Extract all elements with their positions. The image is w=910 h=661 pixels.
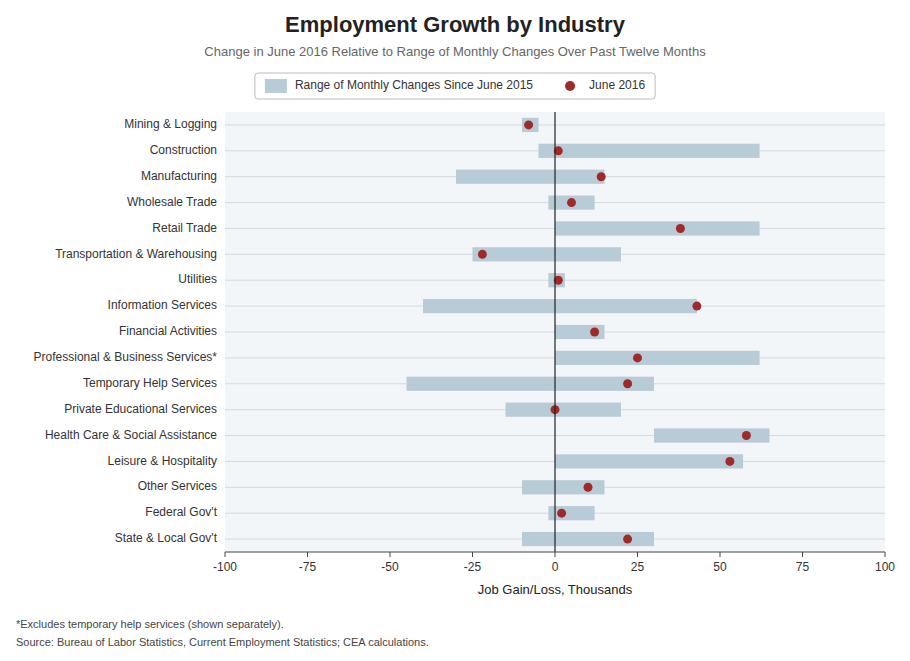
category-label: Transportation & Warehousing [55,247,217,261]
range-bar [522,480,605,494]
category-label: Information Services [108,298,217,312]
category-label: Utilities [178,272,217,286]
category-label: Other Services [138,479,217,493]
tick-label: -100 [213,560,237,574]
dot [557,509,566,518]
dot [524,120,533,129]
tick [307,552,308,557]
category-label: Federal Gov't [145,505,217,519]
tick-label: -75 [299,560,317,574]
category-label: Wholesale Trade [127,195,217,209]
tick [472,552,473,557]
legend-item: Range of Monthly Changes Since June 2015 [265,78,533,93]
category-label: Retail Trade [152,221,217,235]
legend-swatch [565,81,575,91]
range-bar [555,325,605,339]
range-bar [522,118,539,132]
range-bar [423,299,697,313]
tick-label: 0 [552,560,559,574]
tick [555,552,556,557]
subtitle: Change in June 2016 Relative to Range of… [204,44,706,59]
range-bar [555,454,743,468]
dot [478,250,487,259]
range-bar [473,247,622,261]
category-label: Temporary Help Services [83,376,217,390]
dot [633,353,642,362]
tick [225,552,226,557]
legend-label: Range of Monthly Changes Since June 2015 [295,78,533,92]
dot [584,483,593,492]
dot [590,328,599,337]
dot [623,379,632,388]
tick [390,552,391,557]
tick [802,552,803,557]
tick [720,552,721,557]
dot [597,172,606,181]
tick-label: 100 [875,560,895,574]
tick [637,552,638,557]
tick-label: 25 [631,560,645,574]
legend-label: June 2016 [589,78,645,92]
category-label: State & Local Gov't [115,531,218,545]
zero-line [554,112,555,552]
range-bar [539,144,760,158]
tick-label: 75 [796,560,810,574]
range-bar [548,273,565,287]
range-bar [555,351,760,365]
category-label: Professional & Business Services* [34,350,218,364]
title: Employment Growth by Industry [285,12,626,37]
plot-background [225,112,885,552]
category-label: Health Care & Social Assistance [45,428,217,442]
category-label: Leisure & Hospitality [108,454,217,468]
dot [742,431,751,440]
footnote: *Excludes temporary help services (shown… [16,618,284,630]
category-label: Mining & Logging [124,117,217,131]
category-label: Manufacturing [141,169,217,183]
range-bar [522,532,654,546]
page: {"chart_data": { "type": "bar", "orienta… [0,0,910,661]
marks [407,118,770,546]
legend: Range of Monthly Changes Since June 2015… [255,73,655,99]
range-bar [456,170,605,184]
dot [623,535,632,544]
dot [725,457,734,466]
series [407,118,770,546]
dot [676,224,685,233]
range-bar [654,428,770,442]
footnote: Source: Bureau of Labor Statistics, Curr… [16,636,429,648]
tick-label: -50 [381,560,399,574]
range-bar [407,377,655,391]
tick-label: 50 [713,560,727,574]
range-bar [555,221,760,235]
category-label: Construction [150,143,217,157]
dot [567,198,576,207]
legend-swatch [265,79,287,93]
series [478,120,751,543]
x-axis: -100 -75 -50 -25 0 25 50 75 100 [213,112,895,574]
category-label: Private Educational Services [64,402,217,416]
tick-label: -25 [464,560,482,574]
y-axis: Mining & Logging Construction Manufacturin… [34,117,218,545]
category-label: Financial Activities [119,324,217,338]
legend-frame [255,73,655,99]
range-bar [506,403,622,417]
chart: Employment Growth by Industry Change in J… [0,0,910,661]
tick [885,552,886,557]
axis-label: Job Gain/Loss, Thousands [478,582,633,597]
legend-item: June 2016 [565,78,645,92]
dot [692,302,701,311]
